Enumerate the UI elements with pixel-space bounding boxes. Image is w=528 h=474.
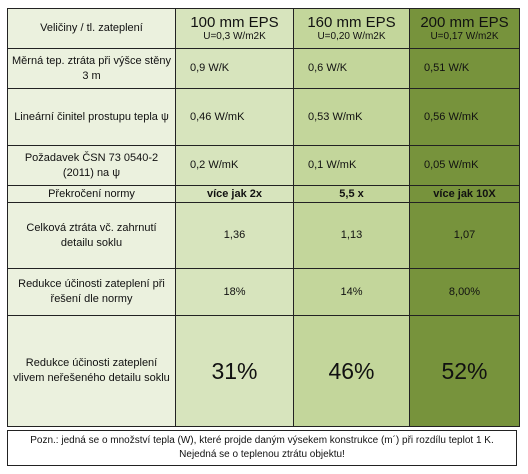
header-col-title: 200 mm EPS xyxy=(420,14,509,31)
row-value: 0,05 W/mK xyxy=(409,145,520,186)
header-row: Veličiny / tl. zateplení 100 mm EPS U=0,… xyxy=(7,8,520,49)
footnote-text: Pozn.: jedná se o množství tepla (W), kt… xyxy=(30,435,494,460)
table-row: Lineární činitel prostupu tepla ψ 0,46 W… xyxy=(7,88,520,146)
row-value: 0,51 W/K xyxy=(409,48,520,89)
header-col-160mm: 160 mm EPS U=0,20 W/m2K xyxy=(293,8,410,49)
row-value: 1,13 xyxy=(293,202,410,269)
row-value: 46% xyxy=(293,315,410,427)
header-label: Veličiny / tl. zateplení xyxy=(7,8,176,49)
table-row: Redukce účinosti zateplení vlivem neřeše… xyxy=(7,315,520,427)
header-col-title: 160 mm EPS xyxy=(307,14,396,31)
row-value: 0,46 W/mK xyxy=(175,88,294,146)
row-value: 8,00% xyxy=(409,268,520,316)
row-value: 31% xyxy=(175,315,294,427)
header-col-u-value: U=0,3 W/m2K xyxy=(203,31,266,42)
table-row: Požadavek ČSN 73 0540-2 (2011) na ψ 0,2 … xyxy=(7,145,520,186)
table-row: Redukce účinosti zateplení při řešení dl… xyxy=(7,268,520,316)
row-label: Celková ztráta vč. zahrnutí detailu sokl… xyxy=(7,202,176,269)
row-value: 0,1 W/mK xyxy=(293,145,410,186)
header-col-u-value: U=0,17 W/m2K xyxy=(430,31,499,42)
row-value: 18% xyxy=(175,268,294,316)
row-value: 0,56 W/mK xyxy=(409,88,520,146)
header-col-100mm: 100 mm EPS U=0,3 W/m2K xyxy=(175,8,294,49)
row-value: 0,53 W/mK xyxy=(293,88,410,146)
row-label: Redukce účinosti zateplení vlivem neřeše… xyxy=(7,315,176,427)
table-row: Překročení normy více jak 2x 5,5 x více … xyxy=(7,185,520,203)
row-label: Redukce účinosti zateplení při řešení dl… xyxy=(7,268,176,316)
row-value: 0,2 W/mK xyxy=(175,145,294,186)
table-row: Celková ztráta vč. zahrnutí detailu sokl… xyxy=(7,202,520,269)
row-value: 0,6 W/K xyxy=(293,48,410,89)
header-col-200mm: 200 mm EPS U=0,17 W/m2K xyxy=(409,8,520,49)
row-value: 14% xyxy=(293,268,410,316)
row-value: 52% xyxy=(409,315,520,427)
footnote: Pozn.: jedná se o množství tepla (W), kt… xyxy=(7,430,517,466)
row-label: Požadavek ČSN 73 0540-2 (2011) na ψ xyxy=(7,145,176,186)
row-label: Překročení normy xyxy=(7,185,176,203)
row-label: Měrná tep. ztráta při výšce stěny 3 m xyxy=(7,48,176,89)
table-row: Měrná tep. ztráta při výšce stěny 3 m 0,… xyxy=(7,48,520,89)
header-col-title: 100 mm EPS xyxy=(190,14,279,31)
row-value: více jak 10X xyxy=(409,185,520,203)
row-value: více jak 2x xyxy=(175,185,294,203)
row-value: 1,36 xyxy=(175,202,294,269)
row-label: Lineární činitel prostupu tepla ψ xyxy=(7,88,176,146)
row-value: 1,07 xyxy=(409,202,520,269)
header-col-u-value: U=0,20 W/m2K xyxy=(317,31,386,42)
row-value: 0,9 W/K xyxy=(175,48,294,89)
comparison-table: Veličiny / tl. zateplení 100 mm EPS U=0,… xyxy=(7,8,520,427)
row-value: 5,5 x xyxy=(293,185,410,203)
